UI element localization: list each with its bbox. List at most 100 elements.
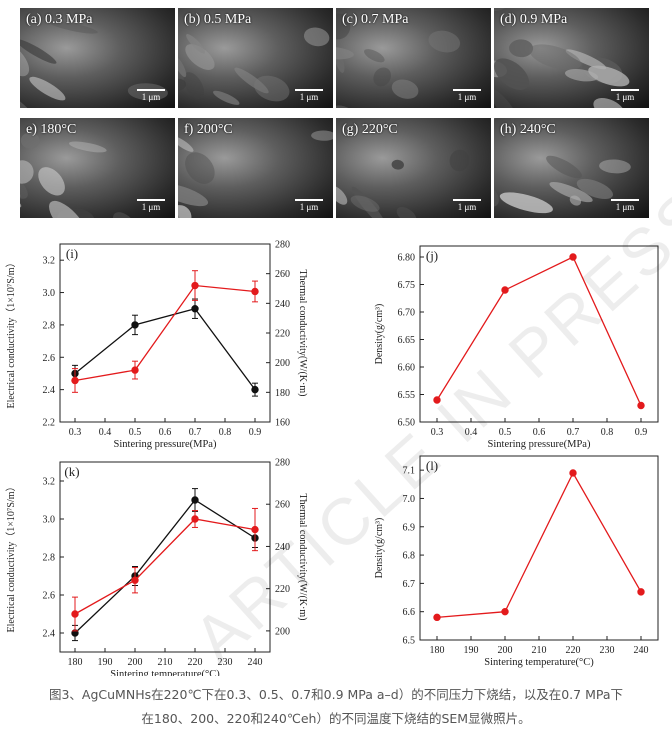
y-tick-label: 6.75 xyxy=(398,280,416,291)
x-axis-label: Sintering temperature(°C) xyxy=(484,657,594,668)
data-point xyxy=(501,286,509,294)
panel-label: (k) xyxy=(64,464,79,479)
scale-bar: 1 μm xyxy=(137,89,165,102)
sem-panel: (h) 240°C 1 μm xyxy=(494,118,649,218)
y-tick-label: 6.9 xyxy=(403,522,416,533)
x-tick-label: 240 xyxy=(634,645,649,656)
sem-panel-label: (b) 0.5 MPa xyxy=(184,12,252,27)
y-tick-label: 3.0 xyxy=(43,288,56,299)
x-tick-label: 0.8 xyxy=(601,427,614,438)
chart-j-pressure-density: (j) 0.3 0.4 0.5 0.6 0.7 0.8 0.9 6.50 6.55 6.60 6.65… xyxy=(374,245,659,450)
data-point xyxy=(251,525,259,534)
x-tick-label: 180 xyxy=(68,657,83,668)
x-tick-label: 200 xyxy=(498,645,513,656)
x-tick-label: 0.9 xyxy=(635,427,648,438)
x-tick-label: 0.8 xyxy=(219,427,232,438)
plot-frame xyxy=(59,243,271,423)
sem-panel: (a) 0.3 MPa 1 μm xyxy=(20,8,175,108)
series-line xyxy=(74,307,256,390)
x-tick-label: 0.7 xyxy=(189,427,202,438)
sem-panel-label: (d) 0.9 MPa xyxy=(500,12,568,27)
series-line xyxy=(74,284,256,382)
chart-i-pressure-conductivity: (i) 0.3 0.4 0.5 0.6 0.7 0.8 0.9 2.2 2.4 2.6 2.8 3.0 3… xyxy=(5,240,308,451)
y-tick-label: 6.60 xyxy=(398,363,416,374)
data-point xyxy=(191,281,199,290)
x-tick-label: 210 xyxy=(532,645,547,656)
x-tick-label: 0.6 xyxy=(533,427,546,438)
x-tick-label: 0.3 xyxy=(69,427,82,438)
y-right-axis-label: Thermal conductivity(W/(K·m) xyxy=(297,494,308,621)
x-axis-label: Sintering pressure(MPa) xyxy=(488,439,591,450)
data-point xyxy=(191,496,199,504)
y-right-tick-label: 280 xyxy=(275,240,290,251)
x-tick-label: 0.7 xyxy=(567,427,580,438)
y-tick-label: 6.80 xyxy=(398,253,416,264)
x-tick-label: 0.9 xyxy=(249,427,262,438)
sem-panel: (d) 0.9 MPa 1 μm xyxy=(494,8,649,108)
data-point xyxy=(501,607,509,616)
figure-caption: 图3、AgCuMNHs在220℃下在0.3、0.5、0.7和0.9 MPa a–… xyxy=(0,683,672,731)
x-tick-label: 210 xyxy=(158,657,173,668)
y-right-tick-label: 160 xyxy=(275,418,290,429)
data-point xyxy=(569,253,577,261)
data-point xyxy=(433,396,441,404)
y-tick-label: 6.65 xyxy=(398,335,416,346)
data-point xyxy=(71,376,79,385)
chart-k-temperature-conductivity: (k) 180 190 200 210 220 230 240 2.4 2.6 2.8 3.0 3.2 2… xyxy=(5,458,308,677)
x-tick-label: 0.3 xyxy=(431,427,444,438)
y-tick-label: 6.55 xyxy=(398,390,416,401)
y-tick-label: 2.2 xyxy=(43,418,56,429)
x-tick-label: 180 xyxy=(430,645,445,656)
y-tick-label: 3.2 xyxy=(43,256,56,267)
data-point xyxy=(191,515,199,523)
data-point xyxy=(71,610,79,618)
data-point xyxy=(191,305,199,313)
y-axis-label: Electrical conductivity（1×10⁷S/m） xyxy=(5,257,17,408)
scale-bar: 1 μm xyxy=(611,89,639,102)
x-tick-label: 0.4 xyxy=(465,427,478,438)
series-line xyxy=(74,499,256,634)
y-tick-label: 6.50 xyxy=(398,418,416,429)
sem-panel-label: (c) 0.7 MPa xyxy=(342,12,409,27)
y-right-tick-label: 180 xyxy=(275,388,290,399)
y-tick-label: 2.8 xyxy=(43,553,56,564)
series-line xyxy=(74,518,256,615)
y-tick-label: 2.4 xyxy=(43,385,56,396)
x-tick-label: 0.6 xyxy=(159,427,172,438)
data-point xyxy=(433,613,441,622)
data-point xyxy=(569,469,577,477)
y-right-tick-label: 260 xyxy=(275,500,290,511)
scale-bar: 1 μm xyxy=(295,199,323,212)
y-tick-label: 2.4 xyxy=(43,629,56,640)
y-tick-label: 6.5 xyxy=(403,636,416,647)
panel-label: (i) xyxy=(66,246,78,261)
y-right-tick-label: 240 xyxy=(275,542,290,553)
y-axis-label: Density(g/cm³) xyxy=(374,518,385,579)
x-axis-label: Sintering pressure(MPa) xyxy=(114,439,217,450)
y-tick-label: 2.8 xyxy=(43,320,56,331)
sem-panel-label: (a) 0.3 MPa xyxy=(26,12,93,27)
y-right-tick-label: 220 xyxy=(275,329,290,340)
scale-bar: 1 μm xyxy=(453,89,481,102)
series-line xyxy=(436,471,642,619)
x-tick-label: 0.5 xyxy=(129,427,142,438)
y-right-tick-label: 220 xyxy=(275,584,290,595)
x-tick-label: 230 xyxy=(600,645,615,656)
y-right-tick-label: 240 xyxy=(275,299,290,310)
sem-panel: (c) 0.7 MPa 1 μm xyxy=(336,8,491,108)
data-point xyxy=(131,576,139,584)
scale-bar: 1 μm xyxy=(453,199,481,212)
x-tick-label: 220 xyxy=(188,657,203,668)
y-tick-label: 6.70 xyxy=(398,308,416,319)
panel-label: (l) xyxy=(426,458,438,473)
x-tick-label: 190 xyxy=(98,657,113,668)
panel-label: (j) xyxy=(426,248,438,263)
x-tick-label: 240 xyxy=(248,657,263,668)
data-point xyxy=(251,385,259,394)
caption-line-1: 图3、AgCuMNHs在220℃下在0.3、0.5、0.7和0.9 MPa a–… xyxy=(48,687,624,702)
scale-bar: 1 μm xyxy=(611,199,639,212)
plot-frame xyxy=(419,455,659,641)
data-point xyxy=(251,287,259,296)
y-right-axis-label: Thermal conductivity(W/(K·m) xyxy=(297,270,308,397)
y-tick-label: 6.6 xyxy=(403,607,416,618)
